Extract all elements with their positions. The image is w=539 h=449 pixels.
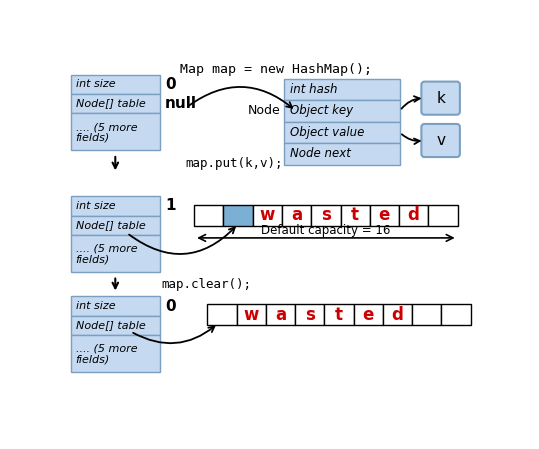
- Text: Map map = new HashMap();: Map map = new HashMap();: [180, 63, 372, 76]
- Text: Node[] table: Node[] table: [75, 220, 146, 230]
- Text: Node[] table: Node[] table: [75, 320, 146, 330]
- Text: fields): fields): [75, 255, 110, 264]
- Text: a: a: [275, 305, 286, 324]
- Bar: [71, 75, 160, 94]
- Text: fields): fields): [75, 133, 110, 143]
- Text: v: v: [436, 133, 445, 148]
- Bar: [441, 304, 471, 325]
- Bar: [341, 205, 370, 225]
- Text: int size: int size: [75, 201, 115, 211]
- Text: Node: Node: [248, 104, 280, 117]
- Text: d: d: [391, 305, 404, 324]
- Text: Object value: Object value: [290, 126, 364, 139]
- Bar: [285, 79, 400, 100]
- Text: int size: int size: [75, 79, 115, 89]
- Bar: [71, 316, 160, 335]
- Text: s: s: [321, 206, 331, 224]
- Text: e: e: [379, 206, 390, 224]
- Text: Object key: Object key: [290, 104, 353, 117]
- Bar: [224, 205, 253, 225]
- Text: int size: int size: [75, 301, 115, 311]
- Bar: [429, 205, 458, 225]
- Text: map.put(k,v);: map.put(k,v);: [186, 158, 284, 171]
- Text: s: s: [305, 305, 315, 324]
- Text: Node next: Node next: [290, 147, 350, 160]
- Bar: [285, 100, 400, 122]
- Text: Default capacity = 16: Default capacity = 16: [261, 224, 391, 237]
- Bar: [282, 205, 311, 225]
- Bar: [370, 205, 399, 225]
- Text: 0: 0: [165, 299, 176, 313]
- Bar: [71, 296, 160, 316]
- Bar: [295, 304, 324, 325]
- FancyBboxPatch shape: [421, 124, 460, 157]
- Bar: [194, 205, 224, 225]
- Text: d: d: [407, 206, 420, 224]
- Bar: [253, 205, 282, 225]
- Text: .... (5 more: .... (5 more: [75, 244, 137, 254]
- Text: int hash: int hash: [290, 83, 337, 96]
- Bar: [285, 122, 400, 143]
- Text: .... (5 more: .... (5 more: [75, 344, 137, 354]
- Bar: [266, 304, 295, 325]
- Bar: [71, 113, 160, 150]
- Bar: [354, 304, 383, 325]
- Bar: [412, 304, 441, 325]
- Text: t: t: [351, 206, 359, 224]
- Bar: [285, 143, 400, 165]
- Bar: [208, 304, 237, 325]
- Text: Node[] table: Node[] table: [75, 98, 146, 109]
- Bar: [312, 205, 341, 225]
- Text: e: e: [363, 305, 374, 324]
- Text: a: a: [291, 206, 302, 224]
- Bar: [71, 235, 160, 272]
- Bar: [71, 335, 160, 372]
- Text: null: null: [165, 96, 197, 111]
- Text: .... (5 more: .... (5 more: [75, 122, 137, 132]
- Text: t: t: [335, 305, 343, 324]
- Text: k: k: [436, 91, 445, 106]
- Bar: [399, 205, 429, 225]
- Bar: [71, 94, 160, 113]
- Text: 0: 0: [165, 77, 176, 92]
- Text: 1: 1: [165, 198, 176, 213]
- Text: fields): fields): [75, 355, 110, 365]
- Text: map.clear();: map.clear();: [161, 278, 251, 291]
- FancyBboxPatch shape: [421, 82, 460, 114]
- Text: w: w: [260, 206, 275, 224]
- Bar: [71, 196, 160, 216]
- Bar: [324, 304, 354, 325]
- Bar: [237, 304, 266, 325]
- Bar: [383, 304, 412, 325]
- Text: w: w: [244, 305, 259, 324]
- Bar: [71, 216, 160, 235]
